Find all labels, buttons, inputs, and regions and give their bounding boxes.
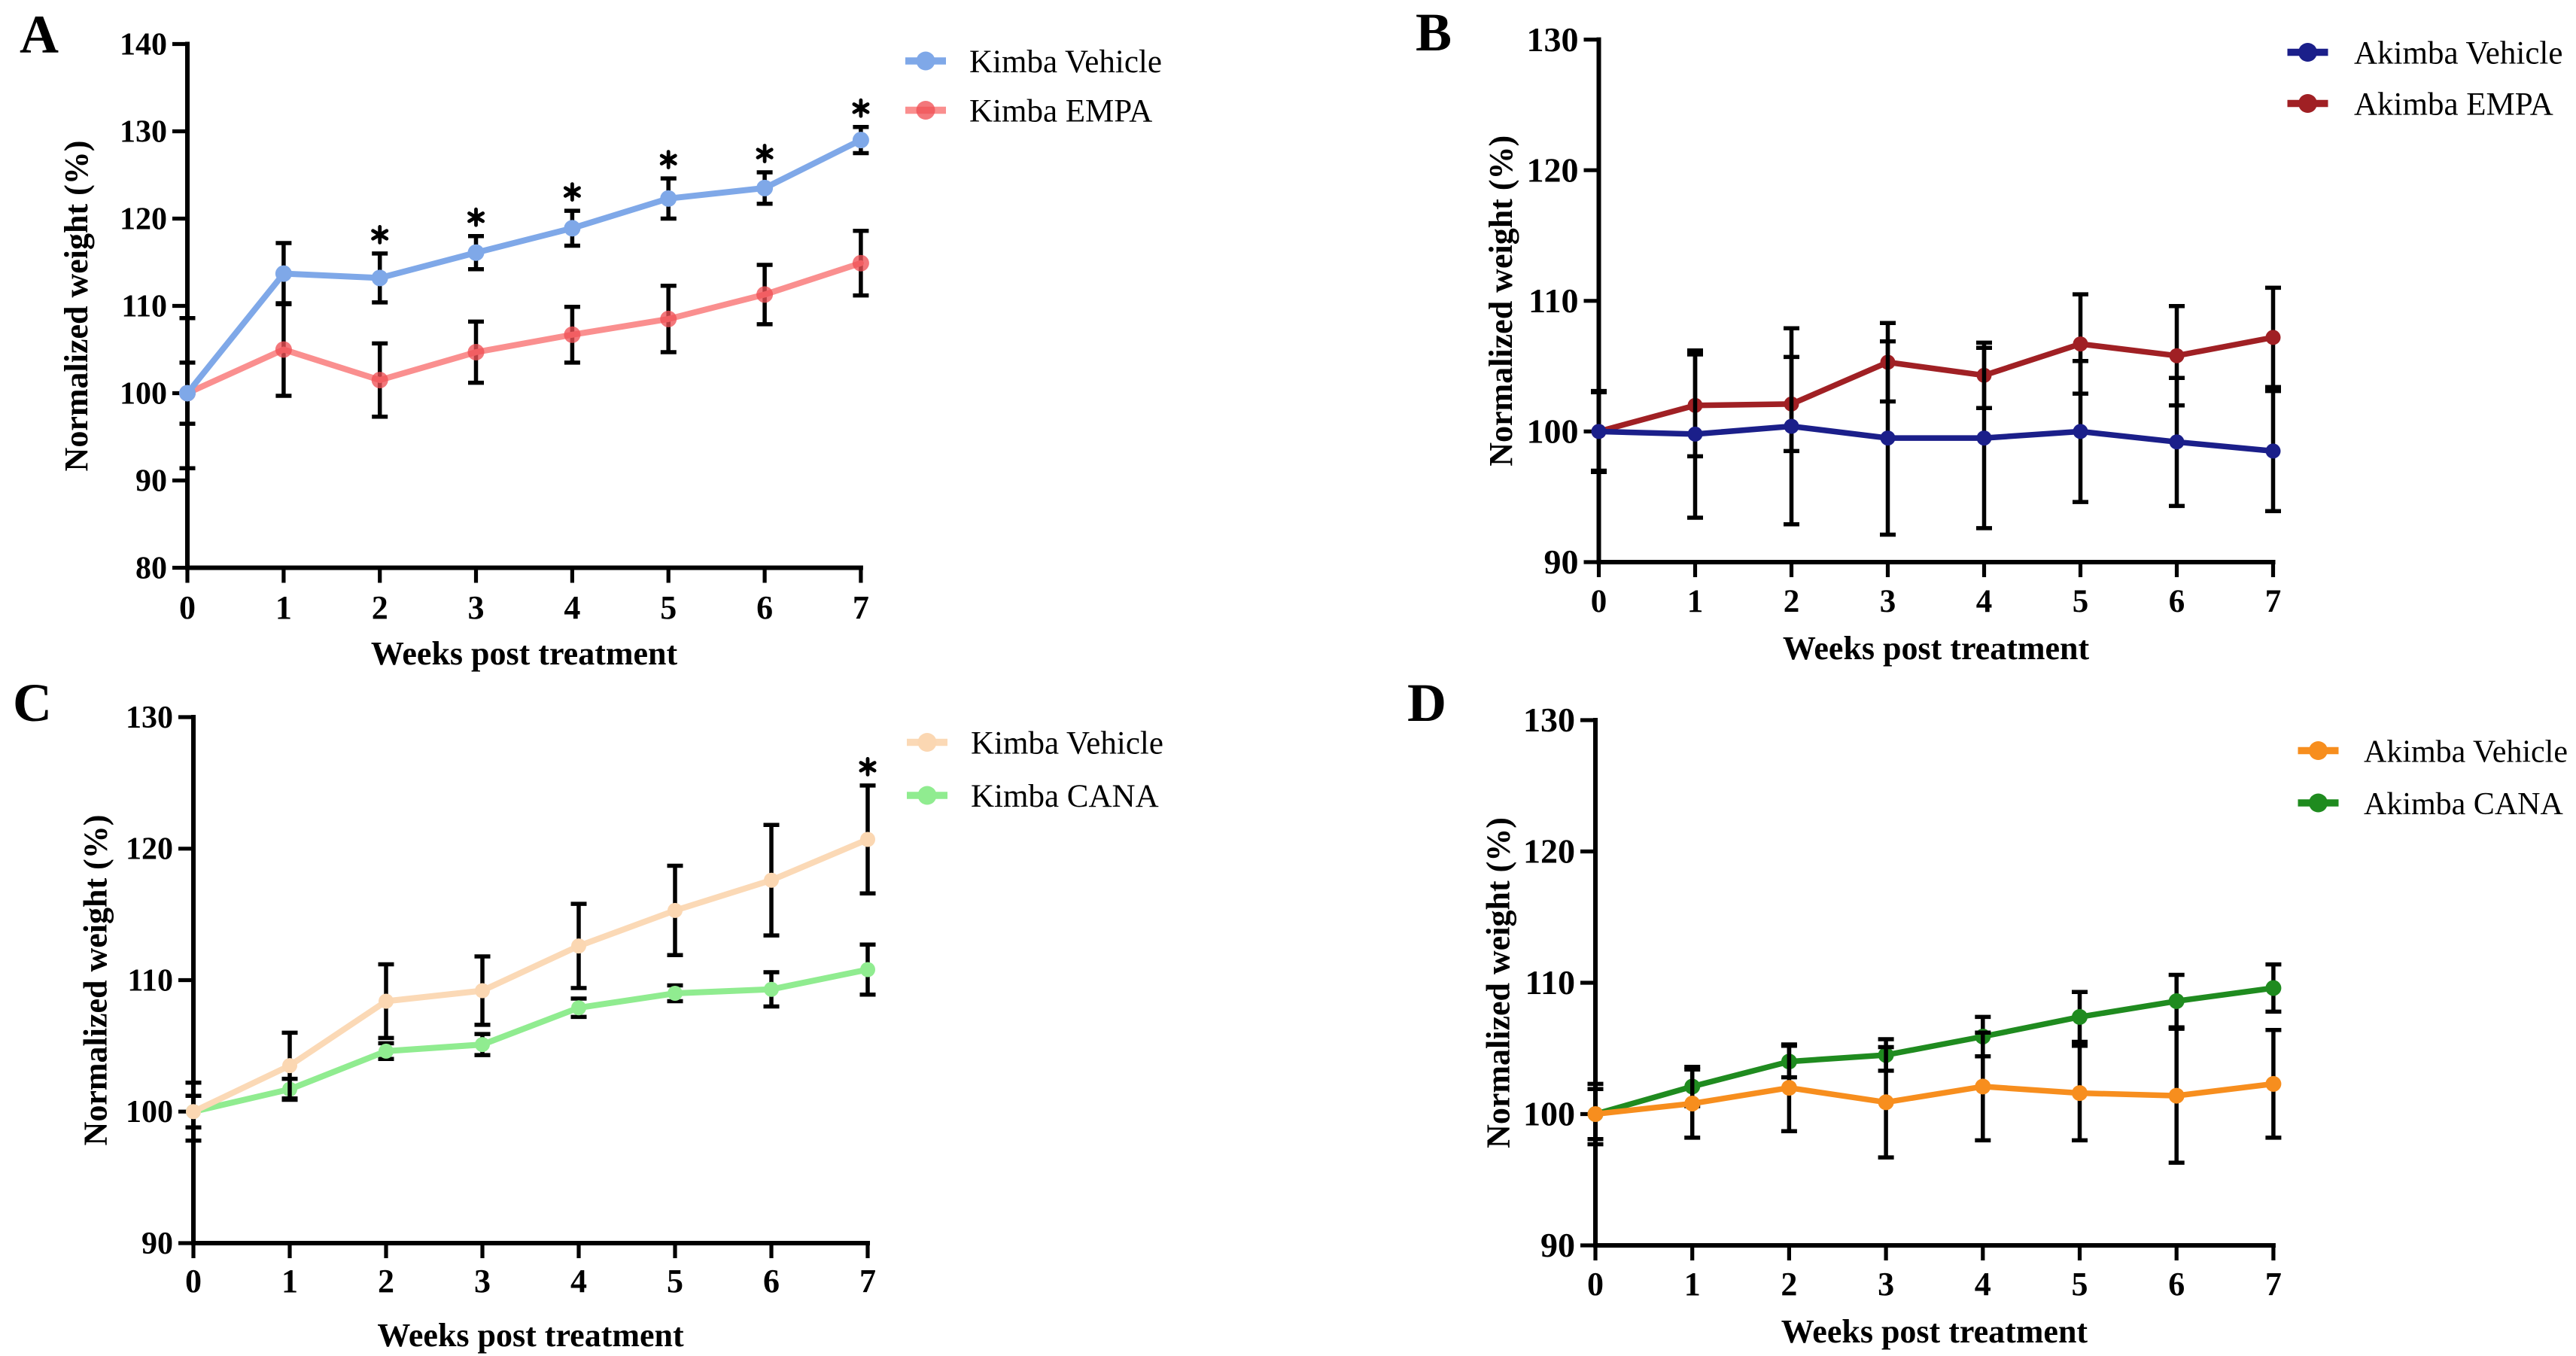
svg-text:3: 3 — [468, 589, 485, 626]
svg-text:0: 0 — [179, 589, 196, 626]
svg-text:Weeks post treatment: Weeks post treatment — [377, 1317, 684, 1354]
svg-text:80: 80 — [135, 551, 167, 585]
svg-text:140: 140 — [120, 27, 167, 62]
svg-text:Normalized weight (%): Normalized weight (%) — [1483, 135, 1519, 467]
svg-text:Weeks post treatment: Weeks post treatment — [371, 635, 678, 672]
svg-text:Akimba Vehicle: Akimba Vehicle — [2364, 735, 2568, 770]
svg-text:6: 6 — [756, 589, 773, 626]
svg-text:7: 7 — [2265, 1266, 2282, 1303]
svg-text:Normalized weight (%): Normalized weight (%) — [58, 141, 95, 472]
svg-text:0: 0 — [1587, 1266, 1604, 1303]
svg-text:2: 2 — [378, 1263, 394, 1300]
svg-text:7: 7 — [2265, 584, 2282, 619]
svg-text:Kimba CANA: Kimba CANA — [971, 779, 1159, 814]
svg-text:0: 0 — [185, 1263, 202, 1300]
svg-text:90: 90 — [135, 464, 167, 498]
svg-text:Kimba EMPA: Kimba EMPA — [969, 94, 1152, 129]
svg-text:120: 120 — [120, 202, 167, 236]
svg-text:130: 130 — [1527, 20, 1579, 59]
svg-text:2: 2 — [1784, 584, 1800, 619]
svg-text:90: 90 — [141, 1227, 173, 1261]
svg-text:Akimba CANA: Akimba CANA — [2364, 787, 2563, 822]
svg-text:5: 5 — [2072, 1266, 2088, 1303]
svg-text:1: 1 — [281, 1263, 298, 1300]
svg-text:100: 100 — [1527, 412, 1579, 451]
svg-text:100: 100 — [1523, 1095, 1575, 1133]
svg-text:3: 3 — [1878, 1266, 1894, 1303]
svg-text:3: 3 — [1880, 584, 1896, 619]
svg-text:110: 110 — [1525, 963, 1575, 1002]
svg-text:130: 130 — [126, 701, 173, 735]
svg-text:Kimba Vehicle: Kimba Vehicle — [971, 726, 1163, 762]
svg-text:Akimba Vehicle: Akimba Vehicle — [2354, 36, 2562, 71]
svg-text:2: 2 — [1781, 1266, 1797, 1303]
svg-text:90: 90 — [1540, 1226, 1575, 1264]
svg-text:Normalized weight (%): Normalized weight (%) — [78, 815, 114, 1146]
svg-text:100: 100 — [126, 1095, 173, 1129]
svg-text:Normalized weight (%): Normalized weight (%) — [1480, 817, 1517, 1148]
svg-text:B: B — [1416, 2, 1452, 62]
svg-text:5: 5 — [2073, 584, 2089, 619]
svg-text:Akimba EMPA: Akimba EMPA — [2354, 87, 2553, 123]
svg-text:130: 130 — [120, 114, 167, 149]
svg-text:6: 6 — [2169, 584, 2185, 619]
svg-text:A: A — [20, 5, 59, 65]
svg-text:110: 110 — [1528, 281, 1578, 320]
svg-text:Kimba Vehicle: Kimba Vehicle — [969, 44, 1162, 80]
svg-text:120: 120 — [1523, 832, 1575, 871]
svg-text:4: 4 — [570, 1263, 587, 1300]
svg-text:3: 3 — [474, 1263, 491, 1300]
svg-text:1: 1 — [275, 589, 292, 626]
svg-text:5: 5 — [667, 1263, 683, 1300]
svg-text:110: 110 — [121, 289, 167, 324]
svg-text:Weeks post treatment: Weeks post treatment — [1783, 630, 2090, 667]
svg-text:4: 4 — [1976, 584, 1993, 619]
svg-text:D: D — [1407, 673, 1446, 733]
svg-text:6: 6 — [763, 1263, 780, 1300]
svg-text:1: 1 — [1684, 1266, 1701, 1303]
svg-text:4: 4 — [1975, 1266, 1991, 1303]
svg-text:110: 110 — [127, 963, 173, 998]
svg-text:2: 2 — [372, 589, 388, 626]
svg-text:120: 120 — [1527, 150, 1579, 189]
svg-text:120: 120 — [126, 832, 173, 867]
svg-text:7: 7 — [853, 589, 869, 626]
svg-text:130: 130 — [1523, 701, 1575, 739]
svg-text:100: 100 — [120, 376, 167, 411]
svg-text:6: 6 — [2168, 1266, 2185, 1303]
svg-text:7: 7 — [859, 1263, 876, 1300]
svg-text:90: 90 — [1544, 543, 1579, 581]
svg-text:4: 4 — [564, 589, 580, 626]
svg-text:0: 0 — [1591, 584, 1607, 619]
svg-text:1: 1 — [1687, 584, 1704, 619]
svg-text:Weeks post treatment: Weeks post treatment — [1781, 1313, 2088, 1350]
svg-text:5: 5 — [660, 589, 677, 626]
svg-text:C: C — [13, 673, 52, 733]
